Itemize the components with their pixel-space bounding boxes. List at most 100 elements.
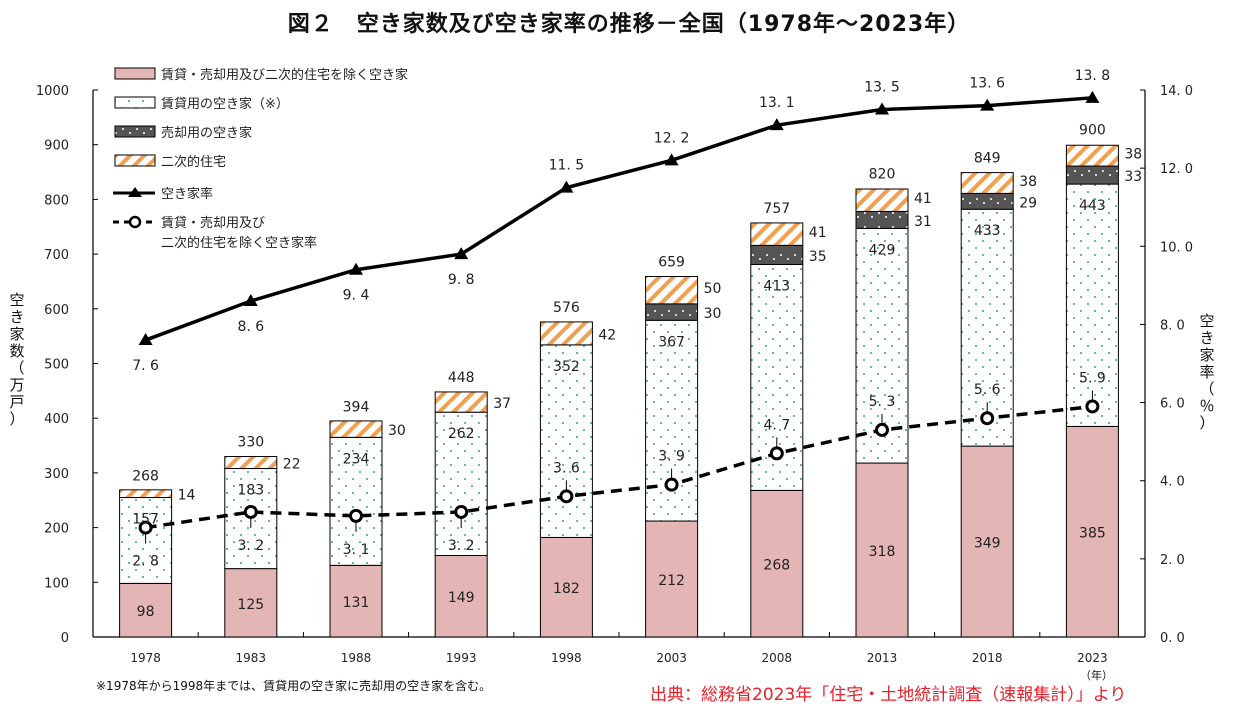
y-tick-label: 800 [44, 193, 69, 208]
label-sale: 29 [1019, 195, 1037, 211]
bar-other [539, 536, 593, 638]
other-vacancy-rate-label: 5. 3 [869, 394, 896, 410]
legend-label: 賃貸用の空き家（※） [161, 96, 289, 112]
bar-rental [329, 436, 383, 566]
x-tick-label: 2003 [656, 651, 687, 665]
bar-secondary [119, 489, 173, 499]
label-rental: 429 [869, 242, 896, 258]
vacancy-rate-label: 11. 5 [549, 158, 585, 174]
y2-tick-label: 10. 0 [1160, 240, 1193, 255]
other-vacancy-rate-label: 3. 6 [553, 460, 580, 476]
label-rental: 157 [132, 512, 159, 528]
bar-secondary [960, 172, 1014, 194]
vacancy-rate-marker [349, 262, 363, 275]
bar-sale [960, 192, 1014, 210]
x-axis-unit-label: （年） [1080, 669, 1113, 682]
vacancy-rate-label: 7. 6 [132, 358, 159, 374]
y2-tick-label: 0. 0 [1160, 631, 1185, 646]
label-rental: 443 [1079, 198, 1106, 214]
other-vacancy-rate-marker [664, 477, 679, 492]
label-secondary: 41 [914, 191, 932, 207]
label-sale: 30 [704, 306, 722, 322]
bar-secondary [645, 276, 699, 305]
bar-rental [539, 344, 593, 538]
y2-tick-label: 14. 0 [1160, 84, 1193, 99]
y-tick-label: 1000 [36, 84, 69, 99]
y-tick-label: 200 [44, 522, 69, 537]
vacancy-rate-label: 13. 5 [864, 80, 900, 96]
legend-swatch [114, 96, 156, 109]
x-tick-label: 2018 [972, 651, 1003, 665]
y-axis-left-label: 空き家数（万戸） [9, 291, 25, 428]
bar-secondary [224, 455, 278, 470]
legend-label: 売却用の空き家 [161, 125, 252, 141]
bar-other [855, 462, 909, 638]
label-rental: 413 [763, 278, 790, 294]
label-secondary: 38 [1019, 174, 1037, 190]
vacancy-rate-marker [243, 293, 258, 306]
y2-tick-label: 6. 0 [1160, 397, 1185, 412]
label-other: 212 [658, 573, 685, 589]
vacancy-rate-label: 13. 1 [759, 95, 795, 111]
label-secondary: 30 [388, 423, 406, 439]
legend-label: 二次的住宅を除く空き家率 [161, 235, 317, 251]
bar-other [1065, 425, 1119, 638]
other-vacancy-rate-label: 4. 7 [763, 417, 790, 433]
other-vacancy-rate-label: 3. 9 [658, 449, 685, 465]
legend-label: 賃貸・売却用及び [161, 215, 265, 231]
label-total: 820 [869, 166, 896, 182]
label-secondary: 14 [178, 488, 196, 504]
label-rental: 234 [343, 451, 370, 467]
y2-tick-label: 4. 0 [1160, 475, 1185, 490]
bar-secondary [539, 321, 593, 346]
label-total: 659 [658, 255, 685, 271]
label-secondary: 41 [809, 225, 827, 241]
bar-secondary [329, 420, 383, 438]
bars [119, 144, 1119, 638]
vacancy-rate-line [144, 96, 1093, 342]
other-vacancy-rate-marker [769, 446, 784, 461]
x-tick-label: 1983 [236, 651, 267, 665]
lines [138, 90, 1100, 544]
bar-sale [1065, 165, 1119, 185]
bar-other [224, 568, 278, 638]
vacancy-rate-marker [664, 153, 679, 166]
vacancy-rate-marker [875, 102, 889, 115]
bar-sale [855, 210, 909, 229]
label-rental: 352 [553, 359, 580, 375]
source-note: 出典：総務省2023年「住宅・土地統計調査（速報集計）」より [650, 685, 1127, 705]
y-tick-label: 700 [44, 248, 69, 263]
other-vacancy-rate-label: 2. 8 [132, 554, 159, 570]
footnote: ※1978年から1998年までは、賃貸用の空き家に売却用の空き家を含む。 [96, 679, 492, 693]
label-total: 330 [237, 434, 264, 450]
legend-label: 空き家率 [161, 186, 213, 202]
label-other: 125 [237, 597, 264, 613]
other-vacancy-rate-marker [559, 489, 574, 504]
label-other: 149 [448, 590, 475, 606]
label-total: 757 [763, 201, 790, 217]
vacancy-rate-label: 9. 4 [343, 288, 370, 304]
x-tick-label: 1993 [446, 651, 477, 665]
label-sale: 31 [914, 214, 932, 230]
y-tick-label: 0 [61, 631, 69, 646]
label-total: 900 [1079, 123, 1106, 139]
legend-label: 賃貸・売却用及び二次的住宅を除く空き家 [161, 67, 408, 83]
axes: 0 100 200 300 400 500 600 700 800 900 1000 0. 0 2. 0… [36, 84, 1193, 665]
vacancy-rate-marker [769, 118, 784, 131]
chart-title: 図２ 空き家数及び空き家率の推移－全国（1978年～2023年） [287, 12, 971, 37]
y2-tick-label: 8. 0 [1160, 318, 1185, 333]
label-other: 318 [869, 544, 896, 560]
bar-secondary [1065, 144, 1119, 167]
y-tick-label: 400 [44, 412, 69, 427]
vacancy-rate-marker [138, 333, 153, 346]
y2-tick-label: 12. 0 [1160, 162, 1193, 177]
bar-sale [750, 244, 804, 265]
other-vacancy-rate-marker [1085, 399, 1100, 414]
label-rental: 183 [237, 483, 264, 499]
x-tick-label: 1978 [130, 651, 161, 665]
bar-other [645, 520, 699, 638]
vacancy-rate-label: 9. 8 [448, 272, 475, 288]
vacancy-rate-marker [454, 247, 469, 260]
label-rental: 433 [974, 223, 1001, 239]
label-total: 576 [553, 300, 580, 316]
